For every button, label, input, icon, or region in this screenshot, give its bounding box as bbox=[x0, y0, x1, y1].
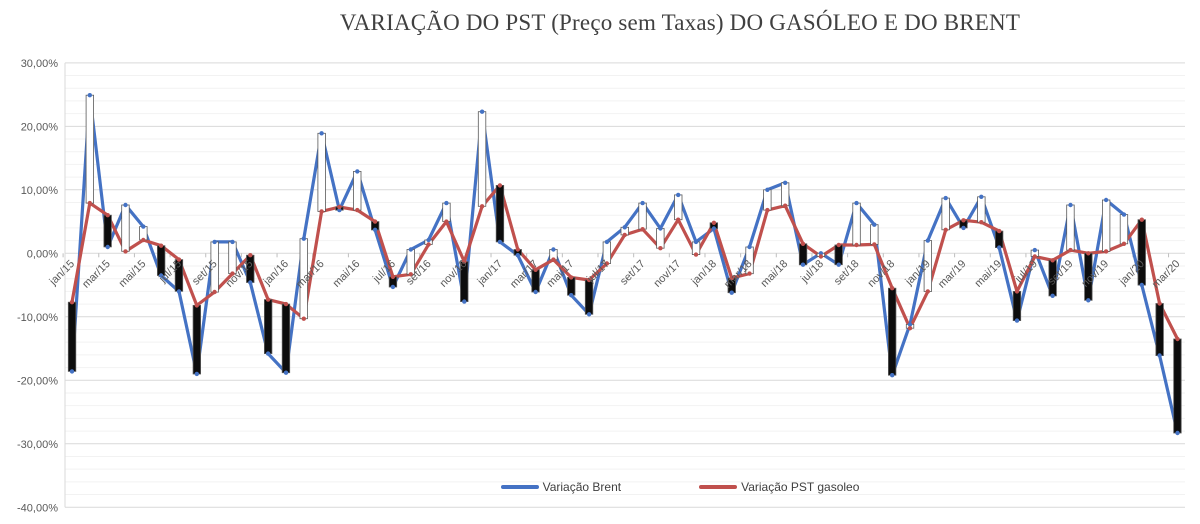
gasoleo-markers bbox=[69, 183, 1180, 342]
svg-text:jan/18: jan/18 bbox=[689, 258, 719, 288]
series-gasoleo-line bbox=[70, 183, 1180, 341]
chart-title: VARIAÇÃO DO PST (Preço sem Taxas) DO GAS… bbox=[339, 10, 1021, 35]
gasoleo-line-swatch-icon bbox=[699, 485, 738, 489]
svg-text:-40,00%: -40,00% bbox=[17, 502, 58, 514]
legend-item-gasoleo: Variação PST gasoleo bbox=[699, 480, 859, 494]
up-down-bars bbox=[67, 94, 1182, 434]
y-gridlines-minor bbox=[65, 75, 1185, 496]
svg-text:10,00%: 10,00% bbox=[21, 185, 59, 197]
y-gridlines-major bbox=[65, 62, 1185, 508]
svg-text:mar/19: mar/19 bbox=[936, 258, 969, 291]
legend-item-brent: Variação Brent bbox=[500, 480, 622, 494]
svg-text:mai/18: mai/18 bbox=[758, 258, 790, 290]
svg-text:-20,00%: -20,00% bbox=[17, 375, 58, 387]
svg-text:mai/15: mai/15 bbox=[117, 258, 149, 290]
y-axis-labels: 30,00% 20,00% 10,00% 0,00% -10,00% -20,00% -30… bbox=[17, 58, 58, 514]
brent-line-swatch-icon bbox=[500, 485, 539, 489]
svg-text:nov/17: nov/17 bbox=[651, 258, 683, 290]
svg-text:set/17: set/17 bbox=[618, 258, 648, 288]
svg-text:20,00%: 20,00% bbox=[21, 121, 59, 133]
svg-text:mai/19: mai/19 bbox=[972, 258, 1004, 290]
brent-markers bbox=[69, 93, 1180, 436]
svg-text:-10,00%: -10,00% bbox=[17, 312, 58, 324]
svg-text:jan/16: jan/16 bbox=[261, 258, 291, 288]
svg-text:30,00%: 30,00% bbox=[21, 58, 59, 70]
svg-text:mai/16: mai/16 bbox=[331, 258, 363, 290]
svg-text:0,00%: 0,00% bbox=[27, 248, 58, 260]
chart-legend: Variação Brent Variação PST gasoleo bbox=[160, 480, 1200, 494]
legend-label-gasoleo: Variação PST gasoleo bbox=[741, 480, 860, 494]
svg-text:jan/17: jan/17 bbox=[475, 258, 505, 288]
series-brent-line bbox=[70, 93, 1180, 435]
svg-text:mar/15: mar/15 bbox=[80, 258, 113, 291]
svg-text:-30,00%: -30,00% bbox=[17, 439, 58, 451]
svg-text:jan/15: jan/15 bbox=[47, 258, 77, 288]
legend-label-brent: Variação Brent bbox=[542, 480, 622, 494]
